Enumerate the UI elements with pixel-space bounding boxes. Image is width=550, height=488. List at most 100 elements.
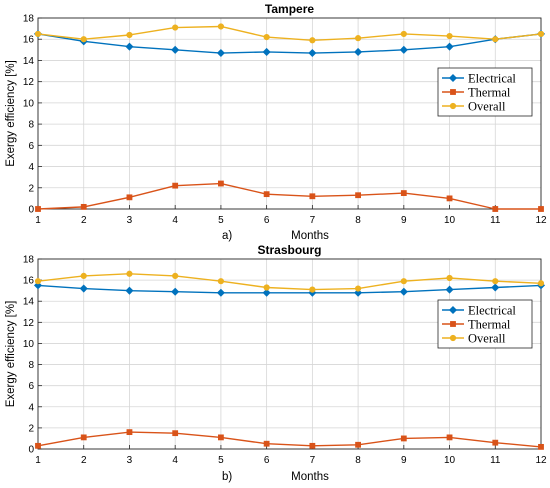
series-line-overall (37, 273, 542, 291)
data-point-overall (446, 32, 453, 40)
axes-box (37, 17, 542, 210)
x-axis-label: Months (291, 471, 329, 483)
y-tick-label: 18 (23, 255, 35, 266)
series-thermal (35, 180, 544, 212)
y-axis-label: Exergy efficiency [%] (5, 301, 17, 408)
data-point-thermal (80, 203, 87, 210)
series-overall (34, 270, 545, 293)
data-point-overall (492, 36, 499, 43)
y-tick-label: 18 (23, 14, 35, 25)
data-point-overall (263, 33, 270, 41)
x-tick-label: 6 (264, 215, 270, 226)
x-tick-label: 10 (444, 215, 456, 226)
data-point-electrical (491, 283, 500, 292)
chart-panel-b: 1 2 3 4 5 6 7 8 9 10 11 12024681012141618Strasbourg… (5, 243, 547, 483)
data-point-thermal (126, 194, 133, 201)
legend-label: Overall (468, 331, 506, 345)
data-point-overall (217, 23, 225, 30)
data-point-thermal (80, 434, 87, 441)
x-tick-label: 3 (127, 455, 133, 466)
series-overall (34, 23, 545, 44)
y-tick-label: 16 (23, 276, 35, 287)
x-tick-label: 12 (535, 455, 547, 466)
data-point-overall (263, 284, 270, 291)
data-point-thermal (218, 180, 224, 187)
legend-item-electrical: Electrical (442, 303, 516, 317)
data-point-overall (80, 36, 87, 43)
y-tick-label: 6 (28, 141, 34, 152)
x-tick-label: 6 (264, 455, 270, 466)
data-point-overall (537, 30, 545, 38)
data-point-overall (354, 285, 362, 292)
data-point-electrical (79, 284, 88, 293)
y-tick-label: 0 (28, 205, 34, 216)
data-point-overall (446, 274, 453, 282)
legend-item-overall: Overall (442, 99, 506, 113)
x-tick-label: 8 (355, 455, 361, 466)
data-point-thermal (218, 434, 224, 441)
series-line-thermal (37, 431, 542, 448)
data-point-thermal (309, 442, 316, 449)
data-point-overall (400, 30, 407, 38)
x-tick-label: 2 (81, 215, 87, 226)
legend-label: Thermal (468, 85, 511, 99)
x-tick-label: 1 (35, 215, 41, 226)
chart-panel-a: 1 2 3 4 5 6 7 8 9 10 11 12024681012141618TampereExe… (5, 2, 547, 242)
data-point-thermal (492, 206, 499, 212)
y-tick-label: 8 (28, 360, 34, 371)
data-point-electrical (171, 287, 180, 296)
legend-item-thermal: Thermal (442, 317, 511, 331)
chart-title: Strasbourg (257, 243, 321, 257)
data-point-overall (34, 30, 42, 38)
data-point-thermal (172, 430, 179, 437)
data-point-electrical (216, 288, 225, 297)
series-line-electrical (37, 284, 542, 294)
x-tick-label: 9 (401, 455, 407, 466)
y-tick-label: 14 (23, 297, 35, 308)
data-point-thermal (309, 193, 316, 200)
legend-marker (449, 102, 457, 110)
panel-label: a) (222, 230, 232, 242)
y-tick-label: 4 (28, 402, 34, 413)
y-tick-label: 10 (23, 98, 35, 109)
data-point-overall (126, 270, 133, 277)
data-point-overall (172, 24, 179, 31)
data-point-electrical (33, 281, 43, 290)
legend-marker (448, 73, 458, 83)
y-tick-label: 14 (23, 56, 35, 67)
legend-label: Electrical (468, 71, 516, 85)
axes-box (37, 258, 542, 450)
data-point-thermal (35, 206, 41, 212)
data-point-overall (309, 37, 316, 44)
x-tick-label: 11 (490, 215, 501, 226)
panel-label: b) (222, 471, 232, 483)
y-tick-label: 2 (28, 423, 34, 434)
legend-marker (450, 89, 456, 95)
data-point-thermal (400, 435, 407, 442)
series-line-thermal (37, 182, 541, 210)
legend-label: Thermal (468, 317, 511, 331)
series-line-electrical (37, 33, 542, 54)
data-point-electrical (354, 47, 363, 56)
legend-marker (449, 334, 457, 342)
x-tick-label: 9 (401, 215, 407, 226)
data-point-overall (126, 31, 133, 39)
plot-area (38, 259, 541, 449)
x-tick-label: 4 (172, 215, 178, 226)
data-point-overall (354, 35, 362, 42)
data-point-overall (172, 272, 179, 279)
data-point-thermal (538, 443, 544, 450)
data-point-thermal (446, 434, 453, 441)
data-point-electrical (262, 288, 271, 297)
data-point-electrical (445, 285, 454, 294)
y-tick-label: 0 (28, 445, 34, 456)
data-point-overall (80, 272, 87, 279)
y-tick-label: 6 (28, 381, 34, 392)
x-tick-label: 3 (127, 215, 133, 226)
y-tick-label: 12 (23, 318, 35, 329)
y-axis-label: Exergy efficiency [%] (5, 60, 17, 167)
legend-item-electrical: Electrical (442, 71, 516, 85)
legend-marker (448, 305, 458, 315)
